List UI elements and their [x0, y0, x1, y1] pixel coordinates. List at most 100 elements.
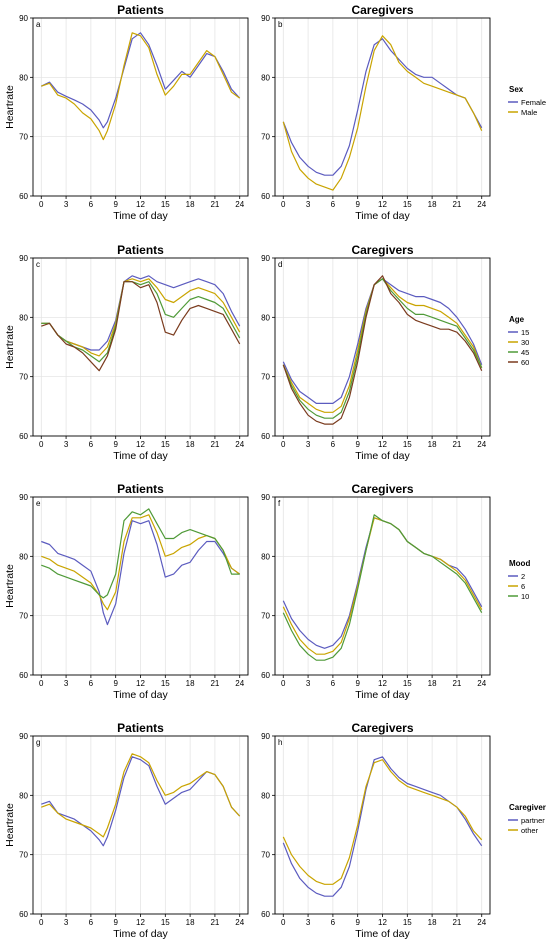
- x-tick-label: 9: [355, 440, 360, 449]
- x-tick-label: 6: [89, 440, 94, 449]
- x-tick-label: 24: [235, 679, 244, 688]
- y-tick-label: 60: [261, 910, 270, 919]
- x-tick-label: 15: [161, 200, 170, 209]
- x-tick-label: 18: [186, 679, 195, 688]
- y-tick-label: 80: [19, 791, 28, 800]
- x-tick-label: 12: [378, 440, 387, 449]
- x-tick-label: 24: [477, 679, 486, 688]
- x-tick-label: 15: [161, 918, 170, 927]
- x-tick-label: 3: [306, 679, 311, 688]
- y-tick-label: 60: [19, 192, 28, 201]
- y-tick-label: 70: [261, 851, 270, 860]
- x-tick-label: 3: [64, 200, 69, 209]
- x-tick-label: 6: [331, 679, 336, 688]
- x-axis-label: Time of day: [113, 689, 168, 701]
- x-axis-label: Time of day: [113, 928, 168, 940]
- series-line-female: [282, 38, 483, 176]
- x-tick-label: 9: [355, 918, 360, 927]
- x-tick-label: 18: [428, 679, 437, 688]
- y-tick-label: 60: [19, 432, 28, 441]
- x-tick-label: 9: [113, 200, 118, 209]
- x-tick-label: 21: [452, 200, 461, 209]
- y-tick-label: 70: [19, 851, 28, 860]
- x-tick-label: 15: [403, 440, 412, 449]
- y-tick-label: 90: [261, 493, 270, 502]
- x-tick-label: 12: [136, 440, 145, 449]
- panel-title: Patients: [117, 243, 164, 257]
- series-line-6: [41, 514, 241, 611]
- panel-title: Caregivers: [351, 3, 413, 17]
- x-tick-label: 0: [39, 440, 44, 449]
- x-tick-label: 18: [428, 918, 437, 927]
- y-tick-label: 80: [261, 313, 270, 322]
- y-tick-label: 60: [261, 192, 270, 201]
- y-axis-label: Heartrate: [4, 325, 16, 369]
- x-tick-label: 18: [186, 440, 195, 449]
- x-tick-label: 9: [355, 679, 360, 688]
- legend-label: 30: [521, 338, 529, 347]
- x-tick-label: 21: [210, 679, 219, 688]
- x-tick-label: 24: [477, 918, 486, 927]
- series-line-male: [282, 35, 483, 191]
- series-line-60: [41, 281, 241, 372]
- series-line-other: [41, 753, 241, 838]
- y-tick-label: 90: [261, 14, 270, 23]
- x-axis-label: Time of day: [355, 928, 410, 940]
- y-tick-label: 90: [19, 732, 28, 741]
- x-tick-label: 18: [186, 200, 195, 209]
- x-axis-label: Time of day: [355, 450, 410, 462]
- series-line-other: [282, 759, 483, 885]
- x-tick-label: 21: [452, 918, 461, 927]
- panel-a: 0 3 6 9 12 15 18 21 24 60 70 80 90 Patients a Time of d…: [4, 3, 249, 222]
- x-tick-label: 3: [64, 679, 69, 688]
- x-tick-label: 9: [113, 440, 118, 449]
- x-tick-label: 15: [403, 918, 412, 927]
- x-tick-label: 9: [113, 679, 118, 688]
- x-tick-label: 24: [477, 200, 486, 209]
- legend-title: Caregiver: [509, 803, 546, 812]
- y-axis-label: Heartrate: [4, 564, 16, 608]
- y-tick-label: 70: [19, 373, 28, 382]
- x-tick-label: 6: [331, 918, 336, 927]
- series-line-female: [41, 32, 241, 129]
- y-tick-label: 70: [19, 612, 28, 621]
- x-tick-label: 21: [452, 440, 461, 449]
- x-tick-label: 0: [281, 200, 286, 209]
- x-tick-label: 6: [331, 200, 336, 209]
- x-tick-label: 0: [39, 918, 44, 927]
- x-tick-label: 12: [136, 918, 145, 927]
- x-tick-label: 12: [378, 200, 387, 209]
- panel-d: 0 3 6 9 12 15 18 21 24 60 70 80 90 Caregivers d Time of…: [261, 243, 491, 462]
- x-tick-label: 21: [210, 440, 219, 449]
- x-tick-label: 18: [428, 200, 437, 209]
- y-tick-label: 60: [261, 671, 270, 680]
- x-tick-label: 0: [281, 440, 286, 449]
- y-tick-label: 80: [261, 552, 270, 561]
- x-tick-label: 6: [89, 200, 94, 209]
- x-tick-label: 12: [136, 200, 145, 209]
- x-tick-label: 15: [403, 200, 412, 209]
- x-tick-label: 24: [235, 200, 244, 209]
- panel-title: Caregivers: [351, 482, 413, 496]
- y-tick-label: 90: [19, 493, 28, 502]
- x-axis-label: Time of day: [113, 450, 168, 462]
- panel-title: Caregivers: [351, 721, 413, 735]
- panel-b: 0 3 6 9 12 15 18 21 24 60 70 80 90 Caregivers b Time of…: [261, 3, 491, 222]
- series-line-10: [41, 508, 240, 599]
- x-tick-label: 15: [161, 679, 170, 688]
- panel-h: 0 3 6 9 12 15 18 21 24 60 70 80 90 Caregivers h Time of…: [261, 721, 491, 940]
- legend-label: 10: [521, 592, 529, 601]
- series-line-30: [41, 278, 241, 357]
- panel-c: 0 3 6 9 12 15 18 21 24 60 70 80 90 Patients c Time of d…: [4, 243, 249, 462]
- y-axis-label: Heartrate: [4, 803, 16, 847]
- panel-letter: b: [278, 20, 283, 29]
- x-tick-label: 12: [378, 679, 387, 688]
- x-tick-label: 18: [186, 918, 195, 927]
- x-tick-label: 21: [210, 918, 219, 927]
- x-tick-label: 24: [235, 918, 244, 927]
- y-tick-label: 80: [19, 552, 28, 561]
- series-line-60: [282, 275, 483, 425]
